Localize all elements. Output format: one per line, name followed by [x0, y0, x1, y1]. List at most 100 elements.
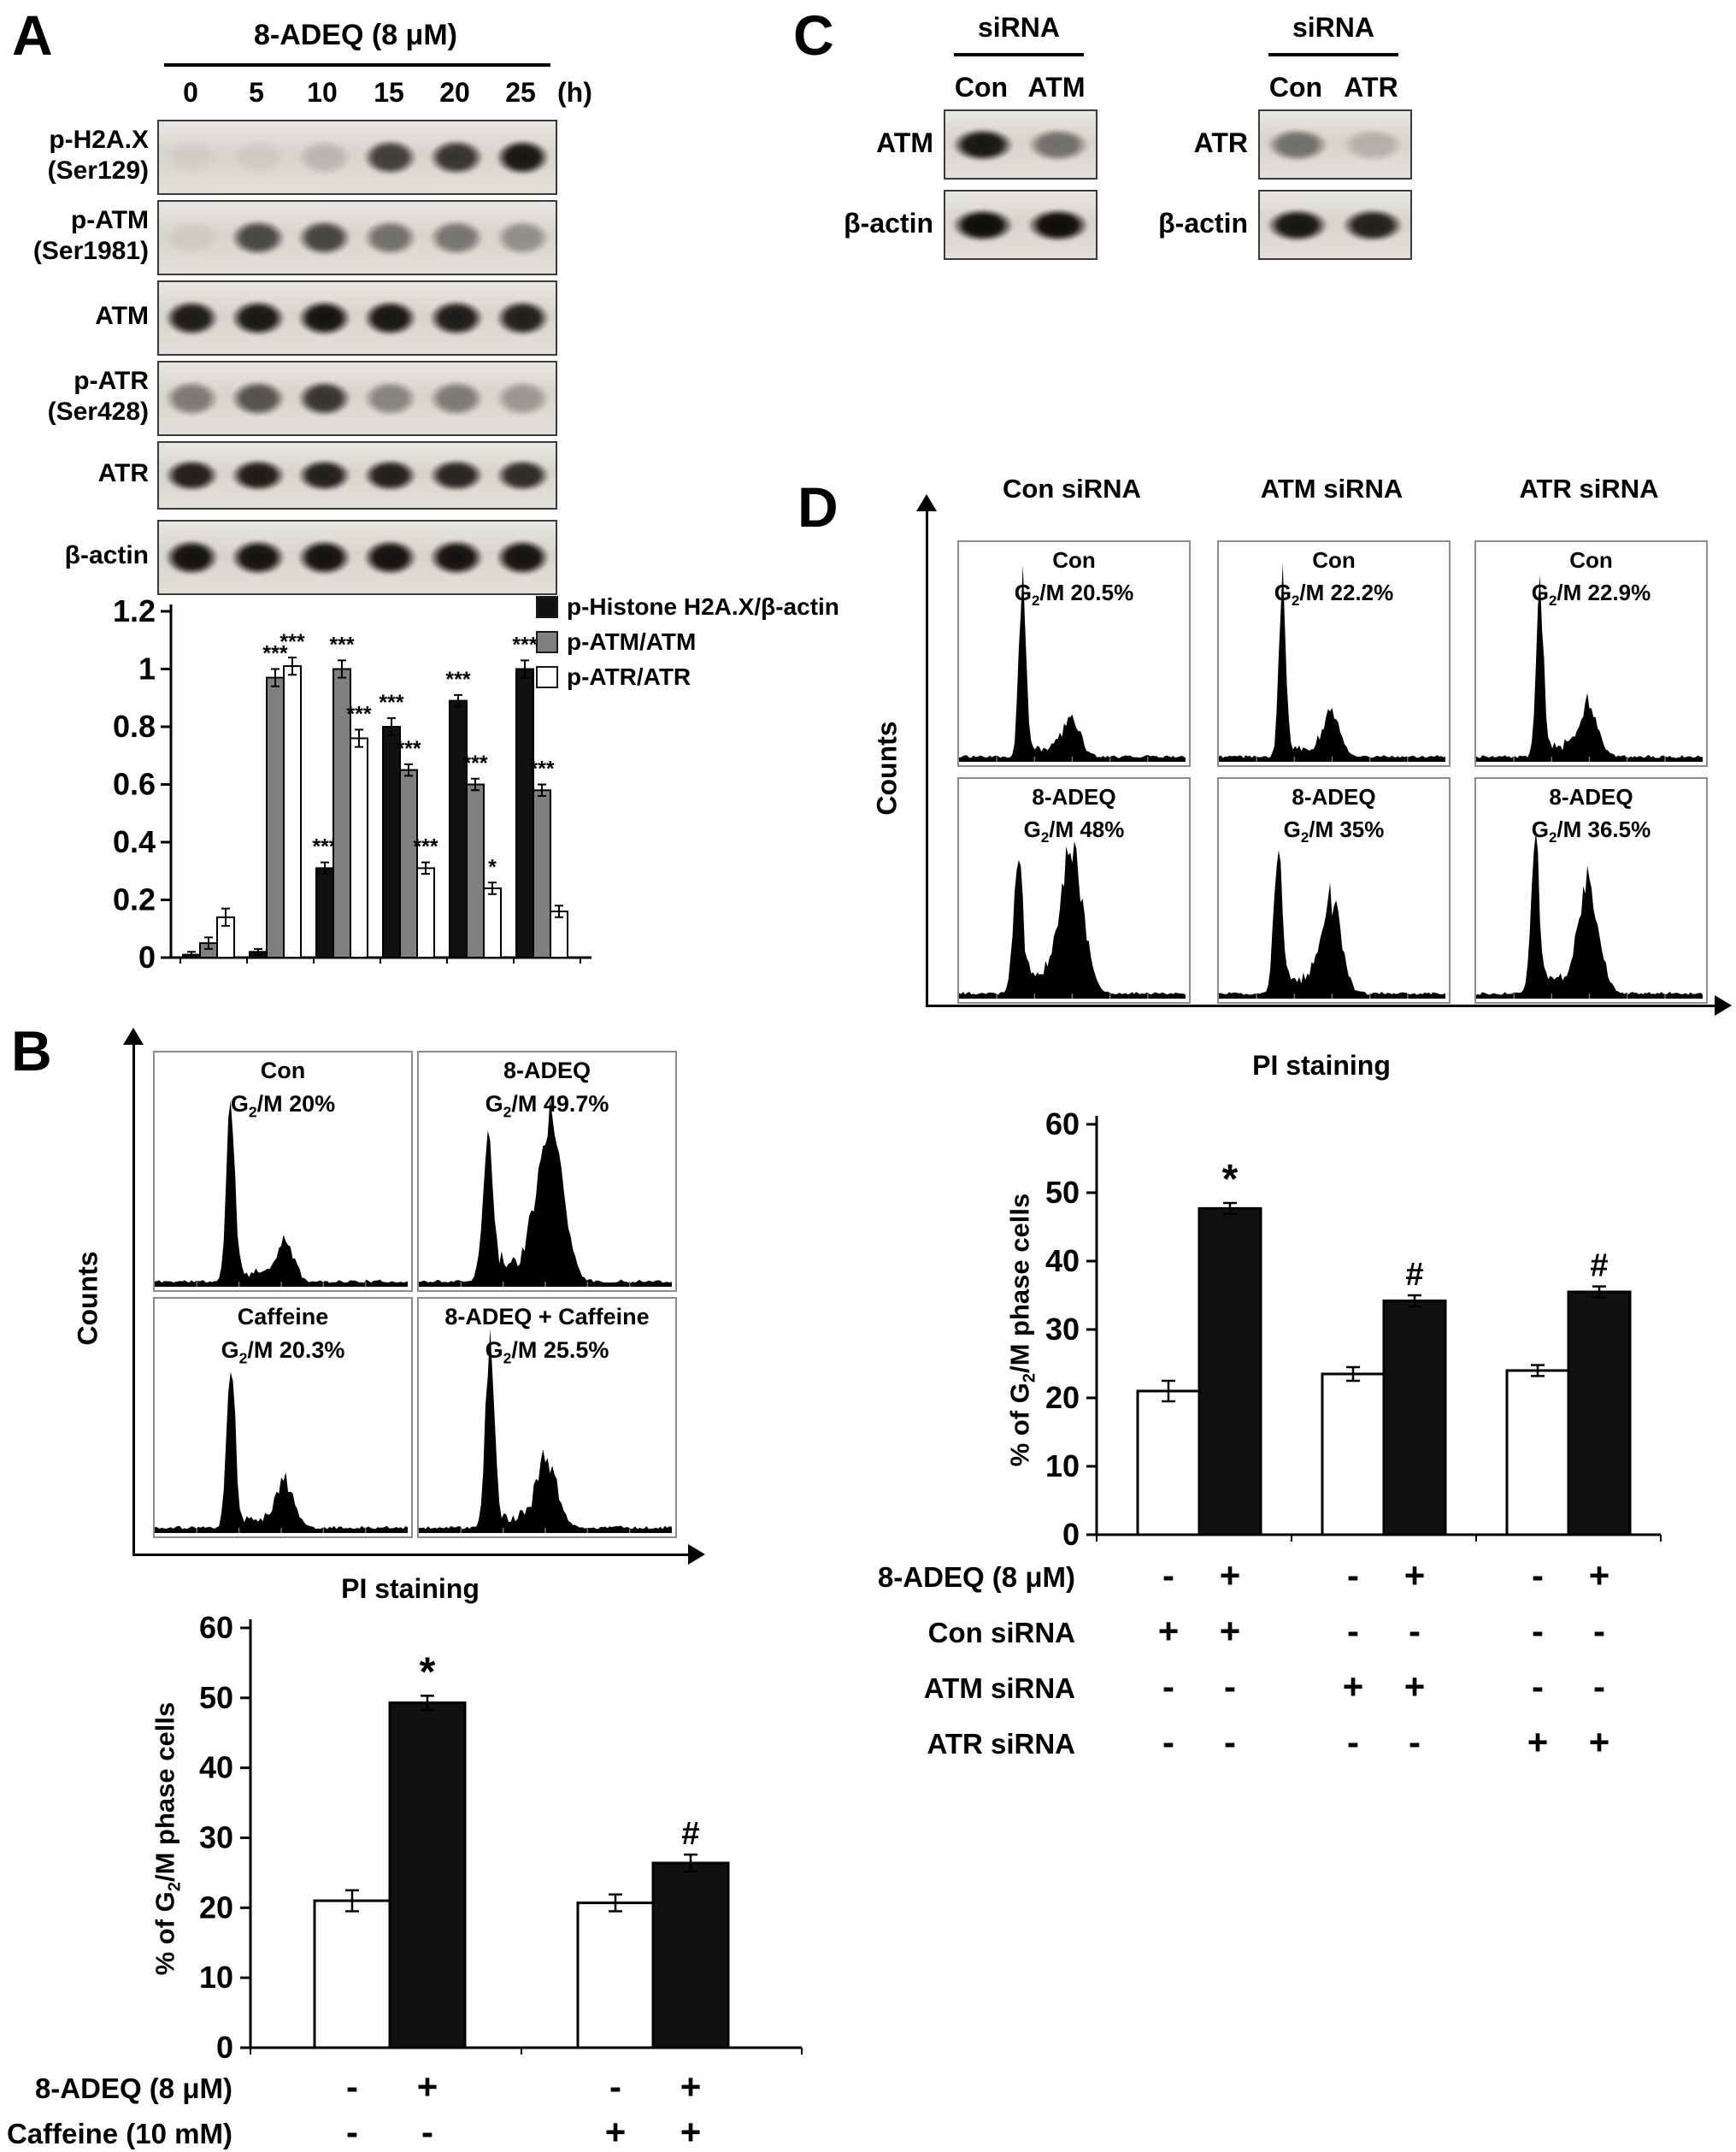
- d-flow-1-1-histogram-shape: [1219, 850, 1445, 999]
- legend-item: p-ATM/ATM: [536, 628, 839, 656]
- treatment-title: 8-ADEQ (8 μM): [253, 19, 458, 51]
- d-flow-0-2-histogram-shape: [1476, 575, 1703, 762]
- blot-row-5-band: [429, 539, 484, 575]
- a-bar: [483, 887, 502, 958]
- legend-swatch: [536, 631, 558, 653]
- blot-row-1-band: [231, 220, 285, 256]
- blot-row-4-band: [429, 459, 484, 492]
- time-point-label: 15: [374, 77, 404, 108]
- sig-label: #: [681, 1816, 699, 1852]
- blot-row-4: [157, 441, 557, 510]
- y-tick-label: 30: [1045, 1312, 1080, 1347]
- y-tick-label: 40: [199, 1750, 233, 1785]
- legend-item-label: p-Histone H2A.X/β-actin: [567, 593, 839, 620]
- a-sig-label: ***: [329, 633, 354, 657]
- c-blot-1-1-band: [1341, 208, 1404, 242]
- d-flow-0-1-g2m-label: G2/M 22.2%: [1274, 580, 1394, 610]
- y-tick-label: 40: [1045, 1243, 1080, 1278]
- blot-row-1-band: [165, 220, 220, 256]
- panel-c-letter: C: [793, 3, 834, 67]
- y-tick-label: 60: [199, 1610, 233, 1645]
- b-flow-0: Con G2/M 20%: [153, 1051, 413, 1292]
- d-flow-0-0: Con G2/M 20.5%: [957, 540, 1191, 767]
- b-flow-2-title: Caffeine: [237, 1304, 329, 1330]
- d-flow-1-1-g2m-label: G2/M 35%: [1283, 817, 1385, 846]
- blot-row-0-band: [231, 139, 285, 175]
- d-flow-1-0-g2m-label: G2/M 48%: [1023, 817, 1125, 846]
- d-cond-sign: -: [1347, 1555, 1359, 1595]
- blot-row-2-band: [165, 300, 220, 336]
- b-flow-3-title: 8-ADEQ + Caffeine: [444, 1304, 650, 1330]
- b-cond-label: 8-ADEQ (8 μM): [34, 2072, 232, 2104]
- y-tick-label: 0: [216, 2030, 233, 2065]
- blot-row-3-band: [165, 380, 220, 416]
- sig-label: *: [1222, 1157, 1239, 1202]
- sig-label: *: [420, 1649, 436, 1695]
- blot-row-5-band: [495, 539, 550, 575]
- a-bar: [266, 676, 285, 958]
- blot-row-0-band: [297, 139, 351, 175]
- d-flow-0-1: Con G2/M 22.2%: [1217, 540, 1451, 767]
- d-cond-sign: -: [1347, 1722, 1359, 1762]
- d-cond-sign: -: [1532, 1666, 1544, 1707]
- c-blot-label: ATM: [876, 127, 933, 158]
- d-ylabel: % of G2/M phase cells: [1004, 1193, 1039, 1467]
- d-x-axis-arrow: [1715, 995, 1732, 1016]
- a-sig-label: ***: [280, 630, 304, 654]
- d-flow-1-0-title: 8-ADEQ: [1032, 784, 1116, 810]
- time-point-label: 25: [505, 77, 536, 108]
- blot-row-3-band: [363, 380, 418, 416]
- d-flow-0-0-histogram-shape: [959, 564, 1186, 762]
- d-x-axis-line: [926, 1005, 1716, 1007]
- a-sig-label: ***: [346, 702, 371, 726]
- b-cond-label: Caffeine (10 mM): [6, 2118, 232, 2149]
- y-tick-label: 50: [199, 1680, 233, 1715]
- b-flow-1-histogram: [419, 1100, 672, 1287]
- time-point-label: 0: [183, 77, 198, 108]
- blot-row-label: β-actin: [64, 541, 149, 569]
- blot-row-5-band: [363, 539, 418, 575]
- time-point-label: 20: [439, 77, 470, 108]
- b-flow-0-title: Con: [260, 1058, 306, 1083]
- blot-row-5-band: [165, 539, 220, 575]
- d-cond-sign: -: [1593, 1666, 1605, 1707]
- g2m-sirna-chart: 0 10 20 30 40 50 60 * # #: [1045, 1106, 1662, 1548]
- b-flow-1: 8-ADEQ G2/M 49.7%: [417, 1051, 677, 1292]
- sirna-header: siRNA: [977, 12, 1060, 43]
- c-blot-1-1-band: [1266, 208, 1329, 242]
- d-cond-label: ATM siRNA: [923, 1672, 1075, 1704]
- b-flow-1-histogram-shape: [419, 1100, 672, 1287]
- a-y-tick-label: 0.4: [113, 824, 156, 859]
- d-flow-1-2-histogram-shape: [1476, 832, 1703, 999]
- b-cond-sign: -: [609, 2067, 621, 2107]
- d-flow-1-2-histogram: [1476, 832, 1703, 999]
- blot-row-3-band: [297, 380, 351, 416]
- sirna-underline: [954, 53, 1084, 56]
- d-flow-1-0: 8-ADEQ G2/M 48%: [957, 777, 1191, 1004]
- a-bar: [350, 737, 368, 958]
- a-sig-label: ***: [413, 835, 438, 859]
- blot-row-3-band: [429, 380, 484, 416]
- d-col-header: ATR siRNA: [1519, 474, 1659, 504]
- a-sig-label: ***: [396, 737, 421, 761]
- y-tick-label: 60: [1045, 1106, 1080, 1141]
- c-blot-label: β-actin: [844, 207, 933, 239]
- b-flow-1-g2m-label: G2/M 49.7%: [485, 1091, 609, 1121]
- blot-row-1-band: [297, 220, 351, 256]
- d-cond-sign: +: [1404, 1555, 1426, 1595]
- blot-row-5: [157, 520, 557, 595]
- a-y-tick-label: 0.6: [113, 767, 156, 802]
- d-flow-1-2: 8-ADEQ G2/M 36.5%: [1474, 777, 1708, 1004]
- c-blot-label: ATR: [1193, 127, 1248, 158]
- b-y-axis-arrow: [123, 1028, 144, 1045]
- c-blot-label: β-actin: [1158, 207, 1248, 239]
- bar: [1321, 1372, 1386, 1536]
- y-tick-label: 10: [199, 1960, 233, 1995]
- c-blot-0-0: [944, 109, 1098, 180]
- d-y-axis-line: [926, 511, 928, 1007]
- chart-legend: p-Histone H2A.X/β-actin p-ATM/ATM p-ATR/AT…: [536, 593, 839, 699]
- bar: [576, 1901, 655, 2049]
- a-sig-label: ***: [462, 752, 487, 775]
- a-bar: [382, 726, 401, 958]
- b-flow-3: 8-ADEQ + Caffeine G2/M 25.5%: [417, 1297, 677, 1538]
